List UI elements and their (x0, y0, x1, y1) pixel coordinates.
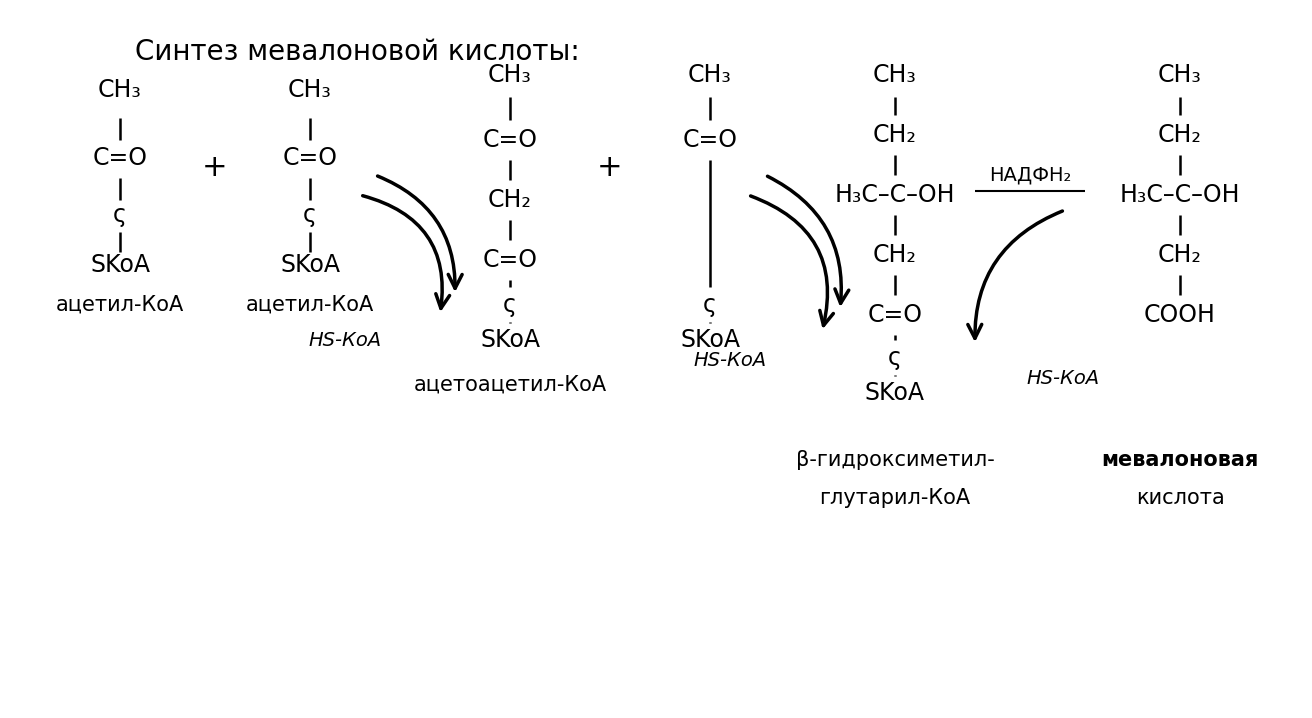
FancyArrowPatch shape (378, 176, 462, 289)
Text: +: + (202, 154, 228, 182)
Text: CH₂: CH₂ (488, 188, 531, 212)
Text: CH₂: CH₂ (1158, 243, 1202, 267)
Text: HS-КоА: HS-КоА (1026, 368, 1099, 388)
FancyArrowPatch shape (750, 196, 833, 325)
Text: CH₃: CH₃ (98, 78, 142, 102)
Text: +: + (597, 154, 623, 182)
Text: SKoA: SKoA (279, 253, 340, 277)
FancyArrowPatch shape (768, 176, 849, 304)
Text: ς: ς (703, 293, 716, 317)
Text: H₃C–C–OH: H₃C–C–OH (834, 183, 955, 207)
Text: CH₃: CH₃ (872, 63, 917, 87)
Text: HS-КоА: HS-КоА (308, 330, 382, 350)
Text: ацетоацетил-КоА: ацетоацетил-КоА (413, 375, 606, 395)
Text: ς: ς (502, 293, 517, 317)
Text: C=O: C=O (282, 146, 337, 170)
Text: кислота: кислота (1136, 488, 1224, 508)
Text: SKoA: SKoA (480, 328, 541, 352)
Text: ацетил-КоА: ацетил-КоА (56, 295, 184, 315)
Text: CH₃: CH₃ (488, 63, 531, 87)
FancyArrowPatch shape (968, 211, 1063, 338)
FancyArrowPatch shape (362, 196, 450, 309)
Text: ς: ς (888, 346, 901, 370)
Text: НАДФН₂: НАДФН₂ (989, 166, 1071, 185)
Text: H₃C–C–OH: H₃C–C–OH (1119, 183, 1240, 207)
Text: CH₂: CH₂ (872, 123, 917, 147)
Text: β-гидроксиметил-: β-гидроксиметил- (795, 450, 994, 470)
Text: C=O: C=O (93, 146, 147, 170)
Text: ς: ς (303, 203, 318, 227)
Text: ацетил-КоА: ацетил-КоА (245, 295, 374, 315)
Text: SKoA: SKoA (865, 381, 925, 405)
Text: C=O: C=O (483, 248, 538, 272)
Text: SKoA: SKoA (680, 328, 740, 352)
Text: C=O: C=O (483, 128, 538, 152)
Text: CH₂: CH₂ (872, 243, 917, 267)
Text: HS-КоА: HS-КоА (694, 350, 766, 370)
Text: CH₃: CH₃ (1158, 63, 1202, 87)
Text: CH₃: CH₃ (687, 63, 732, 87)
Text: C=O: C=O (682, 128, 737, 152)
Text: мевалоновая: мевалоновая (1101, 450, 1258, 470)
Text: CH₂: CH₂ (1158, 123, 1202, 147)
Text: C=O: C=O (867, 303, 922, 327)
Text: CH₃: CH₃ (289, 78, 332, 102)
Text: Синтез мевалоновой кислоты:: Синтез мевалоновой кислоты: (135, 38, 580, 66)
Text: SKoA: SKoA (91, 253, 150, 277)
Text: ς: ς (113, 203, 127, 227)
Text: глутарил-КоА: глутарил-КоА (820, 488, 971, 508)
Text: COOH: COOH (1144, 303, 1216, 327)
